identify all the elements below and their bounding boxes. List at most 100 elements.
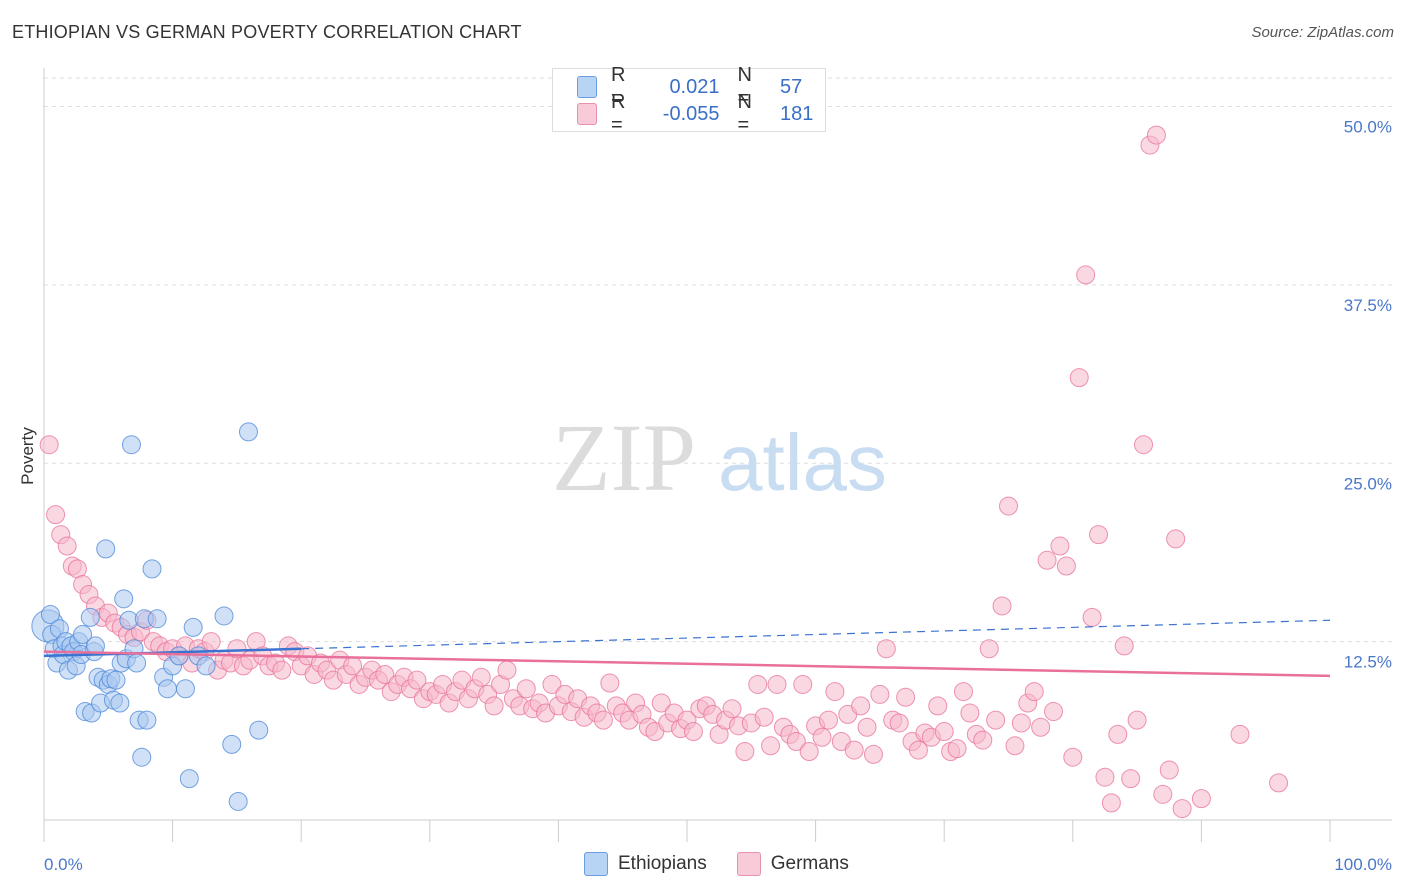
ethiopians-point (175, 679, 195, 699)
ethiopians-point (121, 435, 141, 455)
germans-point (272, 660, 292, 680)
ethiopians-point (214, 606, 234, 626)
germans-point (786, 732, 806, 752)
legend-r-label: R = (611, 91, 626, 136)
series-swatch-ethiopians (584, 852, 608, 876)
germans-point (1056, 556, 1076, 576)
ethiopians-point (238, 422, 258, 442)
germans-point (1095, 767, 1115, 787)
germans-point (1082, 607, 1102, 627)
legend-n-label: N = (737, 91, 752, 136)
ethiopians-point (147, 609, 167, 629)
germans-point (818, 710, 838, 730)
y-tick-label: 25.0% (1344, 474, 1392, 493)
ethiopians-point (80, 607, 100, 627)
germans-point (516, 679, 536, 699)
germans-point (1108, 724, 1128, 744)
legend-swatch-ethiopians (577, 76, 597, 98)
germans-point (876, 639, 896, 659)
germans-point (735, 742, 755, 762)
germans-point (947, 739, 967, 759)
germans-point (1166, 529, 1186, 549)
germans-point (986, 710, 1006, 730)
germans-point (1269, 773, 1289, 793)
germans-point (908, 740, 928, 760)
germans-point (889, 713, 909, 733)
legend-n-value-germans: 181 (780, 102, 814, 125)
germans-point (407, 670, 427, 690)
germans-point (748, 674, 768, 694)
germans-point (1076, 265, 1096, 285)
correlation-legend: R = 0.021 N = 57 R = -0.055 N = 181 (552, 64, 826, 136)
germans-point (497, 660, 517, 680)
germans-point (863, 744, 883, 764)
ethiopians-point (142, 559, 162, 579)
legend-row-ethiopians: R = 0.021 N = 57 (577, 64, 825, 109)
germans-point (1159, 760, 1179, 780)
germans-point (1069, 368, 1089, 388)
germans-point (857, 717, 877, 737)
gridlines (44, 77, 1392, 643)
ethiopians-trend-line (43, 647, 302, 658)
germans-point (1050, 536, 1070, 556)
ethiopians-point (40, 605, 60, 625)
germans-point (201, 632, 221, 652)
germans-point (39, 435, 59, 455)
ethiopians-point (73, 625, 93, 644)
ethiopians-point (96, 539, 116, 559)
germans-point (1044, 702, 1064, 722)
germans-point (600, 673, 620, 693)
germans-point (754, 707, 774, 727)
germans-point (1101, 793, 1121, 813)
y-tick-label: 50.0% (1344, 118, 1392, 137)
ethiopians-point (169, 646, 189, 666)
germans-point (46, 505, 66, 525)
germans-point (1121, 769, 1141, 789)
germans-point (1191, 789, 1211, 809)
germans-point (1005, 736, 1025, 756)
series-legend-ethiopians[interactable]: Ethiopians (584, 852, 707, 876)
series-legend-germans[interactable]: Germans (736, 852, 849, 876)
legend-r-label: R = (611, 64, 626, 109)
germans-point (1089, 525, 1109, 545)
legend-r-value-ethiopians: 0.021 (669, 75, 720, 98)
germans-point (999, 496, 1018, 516)
germans-point (1230, 724, 1250, 744)
germans-point (825, 682, 845, 702)
legend-n-label: N = (737, 64, 752, 109)
germans-point (1011, 713, 1031, 733)
ethiopians-point (249, 720, 269, 740)
ethiopians-point (183, 617, 203, 637)
germans-trend-line (43, 650, 1331, 678)
germans-point (542, 674, 562, 694)
germans-point (1127, 710, 1147, 730)
germans-point (973, 730, 993, 750)
ethiopians-point (157, 679, 177, 699)
ethiopians-point (196, 656, 216, 676)
ethiopians-point (114, 589, 134, 609)
germans-point (1146, 125, 1166, 145)
germans-point (960, 703, 980, 723)
germans-point (767, 674, 787, 694)
germans-point (896, 687, 916, 707)
watermark: ZIP atlas (552, 404, 887, 511)
series-label-germans: Germans (770, 853, 849, 874)
germans-point (799, 742, 819, 762)
legend-n-value-ethiopians: 57 (780, 75, 803, 98)
germans-point (1134, 435, 1154, 455)
ethiopians-point (137, 710, 157, 730)
germans-point (722, 699, 742, 719)
y-tick-label: 37.5% (1344, 296, 1392, 315)
germans-point (851, 696, 871, 716)
ethiopians-point (228, 791, 248, 811)
y-axis-label: Poverty (18, 427, 37, 485)
germans-point (1063, 747, 1083, 767)
chart-title: ETHIOPIAN VS GERMAN POVERTY CORRELATION … (12, 22, 522, 42)
germans-point (979, 639, 999, 659)
germans-point (471, 667, 491, 687)
germans-point (1114, 636, 1134, 656)
germans-point (227, 639, 247, 659)
ethiopians-point (106, 670, 126, 690)
series-swatch-germans (736, 852, 761, 876)
